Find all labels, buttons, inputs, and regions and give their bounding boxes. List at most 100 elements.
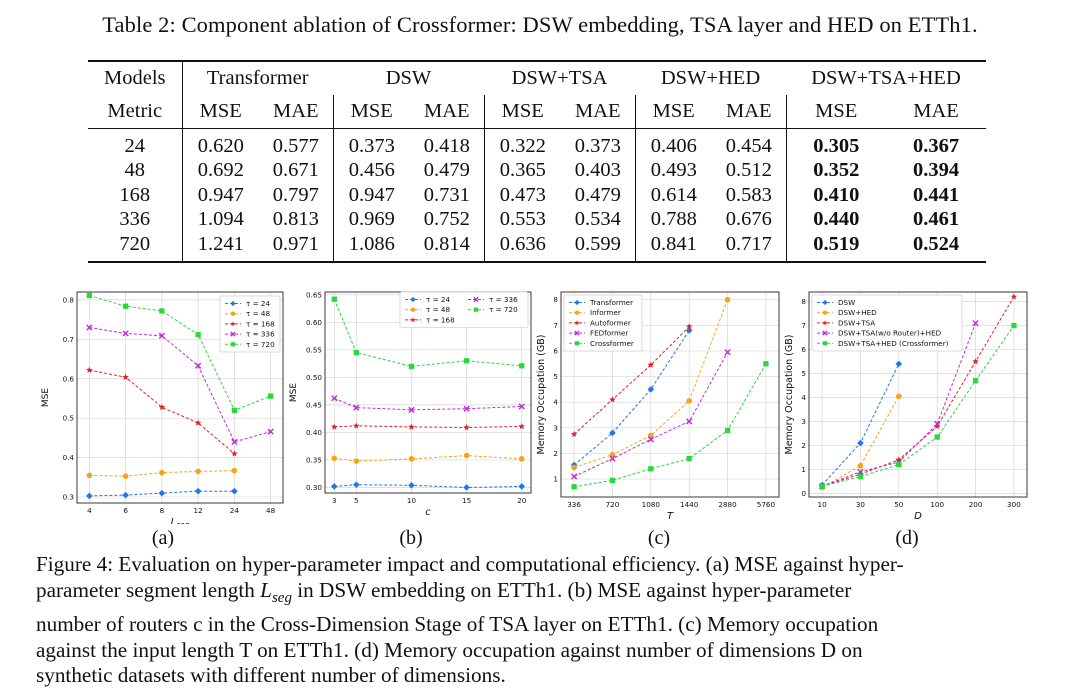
y-tick-label: 0.55 bbox=[306, 345, 322, 354]
table-caption: Table 2: Component ablation of Crossform… bbox=[102, 12, 978, 37]
legend-label: DSW+TSA bbox=[838, 318, 875, 327]
table-row: 168 0.947 0.797 0.947 0.731 0.473 0.479 … bbox=[88, 183, 986, 208]
best-value-cell: 0.367 bbox=[886, 128, 986, 159]
data-point bbox=[463, 405, 470, 412]
data-point bbox=[686, 418, 693, 425]
y-tick-label: 0.3 bbox=[63, 493, 74, 502]
data-point bbox=[331, 395, 338, 402]
models-header: Models bbox=[88, 60, 183, 95]
y-tick-label: 0.5 bbox=[63, 414, 74, 423]
series-4 bbox=[571, 361, 769, 490]
series-line bbox=[574, 363, 767, 488]
chart-d-memory-dimensions: 0 1 2 3 4 5 6 7 8 10 30 50 100 200 300 D Memory Occupati… bbox=[784, 291, 1028, 522]
data-point bbox=[934, 434, 940, 440]
x-tick-label: 720 bbox=[606, 500, 620, 509]
y-tick-label: 0.60 bbox=[306, 318, 322, 327]
data-point bbox=[194, 487, 202, 495]
data-point bbox=[685, 327, 693, 334]
data-point bbox=[1011, 322, 1017, 329]
value-cell: 0.788 bbox=[650, 208, 697, 231]
data-point bbox=[231, 487, 238, 495]
ablation-table: Models Transformer DSW DSW+TSA DSW+HED D… bbox=[88, 60, 986, 263]
y-tick-label: 0.8 bbox=[63, 295, 75, 304]
data-point bbox=[122, 491, 129, 499]
legend-label: τ = 24 bbox=[246, 299, 270, 308]
data-point bbox=[353, 404, 360, 411]
best-value-cell: 0.461 bbox=[912, 208, 960, 231]
value-cell: 0.841 bbox=[635, 232, 712, 263]
y-tick-label: 6 bbox=[553, 346, 558, 355]
y-tick-label: 2 bbox=[553, 449, 558, 458]
x-tick-label: 200 bbox=[969, 500, 983, 509]
metric-cell: MSE bbox=[501, 100, 544, 122]
data-point bbox=[518, 422, 525, 430]
x-tick-label: 2880 bbox=[718, 500, 737, 509]
x-tick-label: 10 bbox=[818, 500, 828, 509]
y-axis-label: Memory Occupation (GB) bbox=[784, 335, 795, 455]
data-point bbox=[574, 299, 580, 306]
data-point bbox=[933, 422, 941, 430]
figure-caption-line: Figure 4: Evaluation on hyper-parameter … bbox=[36, 552, 904, 576]
legend-label: DSW bbox=[838, 298, 855, 307]
data-point bbox=[857, 468, 864, 475]
best-value-cell: 0.441 bbox=[912, 183, 960, 206]
legend-box bbox=[811, 294, 963, 352]
value-cell: 0.676 bbox=[712, 207, 787, 232]
data-point bbox=[648, 432, 654, 439]
legend-box bbox=[563, 294, 643, 352]
data-point bbox=[574, 320, 580, 326]
value-cell: 0.614 bbox=[650, 183, 697, 206]
best-value-cell: 0.394 bbox=[912, 159, 960, 182]
y-tick-label: 3 bbox=[553, 423, 558, 432]
metric-cell: MAE bbox=[410, 95, 485, 129]
value-cell: 0.577 bbox=[259, 128, 334, 159]
legend-label: Informer bbox=[590, 308, 621, 317]
legend-label: DSW+HED bbox=[838, 308, 877, 317]
metric-cell: MSE bbox=[350, 100, 393, 122]
legend-label: FEDformer bbox=[590, 329, 628, 338]
horizon-cell: 336 bbox=[88, 207, 183, 232]
value-cell: 0.583 bbox=[712, 183, 787, 208]
y-tick-label: 6 bbox=[801, 345, 806, 354]
series-line bbox=[89, 295, 271, 411]
best-value-cell: 0.410 bbox=[813, 183, 860, 206]
legend-label: τ = 720 bbox=[246, 340, 275, 349]
data-point bbox=[159, 308, 165, 314]
x-axis-label: D bbox=[914, 511, 922, 522]
data-point bbox=[896, 393, 902, 400]
data-point bbox=[353, 349, 359, 356]
data-point bbox=[1010, 293, 1018, 300]
value-cell: 0.473 bbox=[499, 183, 546, 206]
data-point bbox=[895, 360, 903, 368]
y-tick-label: 0.65 bbox=[306, 290, 322, 299]
y-tick-label: 0.6 bbox=[63, 374, 75, 383]
sub-label-b: (b) bbox=[399, 527, 423, 549]
metric-cell: MAE bbox=[913, 100, 959, 122]
data-point bbox=[609, 396, 616, 403]
metric-cell: MSE bbox=[199, 100, 242, 122]
y-tick-label: 1 bbox=[553, 475, 558, 484]
series-3 bbox=[86, 324, 274, 446]
data-point bbox=[647, 436, 654, 443]
series-4 bbox=[819, 322, 1017, 489]
best-value-cell: 0.519 bbox=[786, 232, 886, 263]
figure-caption-line: parameter segment length Lseg in DSW emb… bbox=[36, 577, 852, 607]
data-point bbox=[463, 452, 470, 459]
data-point bbox=[230, 311, 236, 316]
data-point bbox=[822, 299, 828, 306]
series-line bbox=[89, 327, 271, 443]
data-point bbox=[473, 307, 479, 312]
table-row: 48 0.692 0.671 0.456 0.479 0.365 0.403 0… bbox=[88, 158, 986, 183]
data-point bbox=[609, 477, 616, 483]
value-cell: 0.947 bbox=[197, 183, 244, 206]
data-point bbox=[122, 303, 129, 309]
legend-box bbox=[219, 295, 281, 353]
x-tick-label: 100 bbox=[930, 500, 944, 509]
value-cell: 0.403 bbox=[561, 158, 636, 183]
x-axis-label: T bbox=[667, 511, 674, 522]
group-header: Transformer bbox=[182, 60, 333, 95]
data-point bbox=[86, 292, 92, 299]
value-cell: 0.813 bbox=[259, 207, 334, 232]
